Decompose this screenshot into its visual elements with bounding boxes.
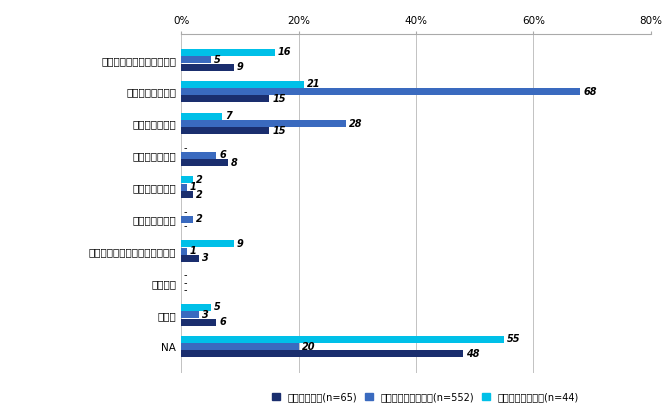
- Legend: 殺人・傷害等(n=65), 交通事故による被害(n=552), 性犯罪による被害(n=44): 殺人・傷害等(n=65), 交通事故による被害(n=552), 性犯罪による被害…: [268, 388, 582, 406]
- Text: -: -: [184, 278, 187, 288]
- Text: 55: 55: [507, 334, 521, 344]
- Text: 7: 7: [225, 111, 232, 121]
- Text: -: -: [184, 143, 187, 153]
- Bar: [181, 176, 193, 184]
- Text: 9: 9: [237, 239, 244, 249]
- Bar: [181, 240, 234, 247]
- Text: 15: 15: [272, 94, 286, 104]
- Bar: [181, 343, 299, 350]
- Bar: [181, 152, 216, 159]
- Text: 3: 3: [202, 310, 209, 320]
- Text: -: -: [184, 222, 187, 231]
- Text: 28: 28: [348, 119, 362, 129]
- Text: 1: 1: [190, 182, 197, 192]
- Text: 68: 68: [583, 87, 597, 97]
- Bar: [181, 248, 187, 254]
- Bar: [181, 96, 269, 103]
- Bar: [181, 64, 234, 71]
- Text: 2: 2: [196, 214, 203, 224]
- Text: 16: 16: [278, 47, 291, 57]
- Text: -: -: [184, 207, 187, 217]
- Text: -: -: [184, 285, 187, 295]
- Bar: [181, 120, 346, 127]
- Bar: [181, 127, 269, 134]
- Bar: [181, 159, 228, 166]
- Text: 6: 6: [219, 317, 226, 327]
- Bar: [181, 191, 193, 198]
- Text: 6: 6: [219, 150, 226, 160]
- Text: 2: 2: [196, 190, 203, 199]
- Text: 15: 15: [272, 126, 286, 136]
- Bar: [181, 255, 199, 262]
- Bar: [181, 350, 463, 357]
- Bar: [181, 336, 504, 343]
- Text: 48: 48: [466, 349, 479, 359]
- Text: 3: 3: [202, 253, 209, 264]
- Bar: [181, 184, 187, 191]
- Bar: [181, 304, 211, 311]
- Bar: [181, 113, 222, 120]
- Bar: [181, 49, 275, 56]
- Text: 5: 5: [213, 303, 220, 313]
- Text: 21: 21: [307, 79, 321, 89]
- Bar: [181, 318, 216, 326]
- Text: -: -: [184, 271, 187, 281]
- Text: 1: 1: [190, 246, 197, 256]
- Text: 20: 20: [301, 341, 315, 352]
- Bar: [181, 56, 211, 63]
- Text: 8: 8: [231, 158, 238, 168]
- Text: 9: 9: [237, 62, 244, 72]
- Text: 5: 5: [213, 55, 220, 65]
- Bar: [181, 81, 305, 88]
- Text: 2: 2: [196, 175, 203, 185]
- Bar: [181, 311, 199, 318]
- Bar: [181, 88, 580, 95]
- Bar: [181, 216, 193, 222]
